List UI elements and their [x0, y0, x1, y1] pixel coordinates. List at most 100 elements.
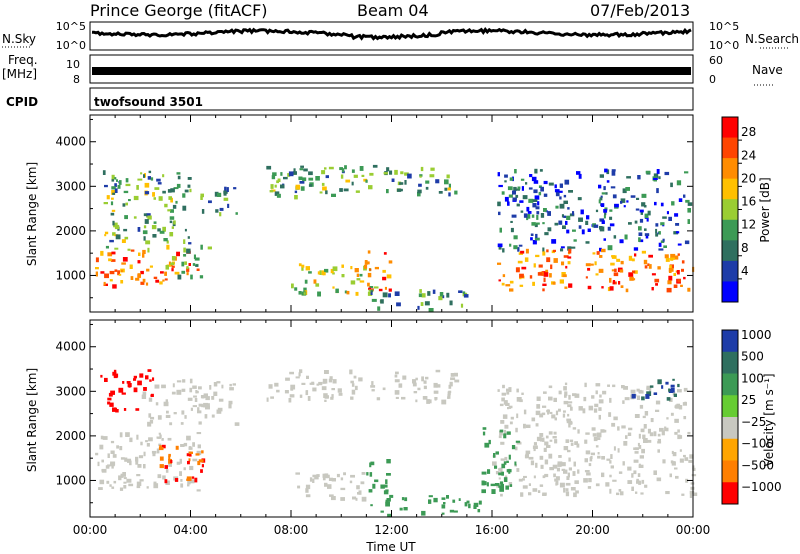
echo-cell [368, 489, 373, 493]
echo-cell [280, 172, 283, 176]
echo-cell [186, 267, 190, 272]
echo-cell [339, 188, 343, 192]
echo-cell [612, 194, 617, 199]
echo-cell [644, 265, 648, 269]
echo-cell [190, 274, 193, 280]
echo-cell [535, 462, 538, 468]
echo-cell [611, 171, 616, 176]
echo-cell [535, 254, 540, 258]
echo-cell [599, 226, 605, 232]
echo-cell [501, 397, 505, 402]
echo-cell [180, 483, 184, 488]
echo-cell [142, 391, 147, 395]
echo-cell [371, 389, 375, 392]
echo-cell [188, 263, 191, 266]
echo-cell [139, 479, 144, 482]
echo-cell [352, 496, 357, 500]
echo-cell [130, 249, 135, 252]
echo-cell [507, 186, 513, 191]
echo-cell [354, 268, 359, 273]
echo-cell [101, 468, 107, 473]
echo-cell [201, 464, 204, 468]
echo-cell [609, 397, 612, 403]
echo-cell [119, 446, 123, 451]
echo-cell [508, 454, 511, 460]
echo-cell [188, 458, 191, 462]
echo-cell [103, 281, 106, 286]
echo-cell [649, 432, 654, 437]
echo-cell [111, 174, 115, 180]
echo-cell [176, 380, 182, 383]
echo-cell [568, 283, 573, 288]
echo-cell [229, 387, 234, 391]
echo-cell [548, 453, 553, 459]
echo-cell [139, 373, 144, 378]
echo-cell [121, 392, 126, 395]
echo-cell [620, 201, 623, 204]
freq-tick-top: 10 [66, 58, 80, 71]
echo-cell [552, 436, 557, 439]
echo-cell [509, 177, 514, 181]
power-colorbar-swatch [722, 281, 738, 303]
echo-cell [532, 488, 538, 492]
echo-cell [522, 195, 528, 200]
echo-cell [288, 171, 294, 177]
echo-cell [668, 216, 672, 221]
echo-cell [641, 193, 647, 198]
echo-cell [560, 248, 564, 252]
echo-cell [290, 384, 296, 390]
echo-cell [161, 438, 164, 441]
echo-cell [452, 499, 456, 503]
echo-cell [607, 246, 612, 249]
echo-cell [468, 503, 471, 509]
echo-cell [521, 392, 524, 395]
echo-cell [563, 200, 568, 204]
echo-cell [519, 399, 523, 403]
echo-cell [610, 465, 614, 469]
echo-cell [543, 193, 548, 197]
echo-cell [295, 376, 300, 379]
echo-cell [574, 441, 578, 445]
echo-cell [632, 270, 636, 274]
echo-cell [585, 432, 590, 435]
echo-cell [151, 225, 157, 230]
echo-cell [305, 494, 311, 498]
echo-cell [588, 478, 592, 483]
echo-cell [270, 184, 274, 189]
echo-cell [423, 380, 427, 384]
echo-cell [559, 190, 563, 193]
echo-cell [168, 453, 171, 457]
echo-cell [166, 240, 169, 244]
echo-cell [344, 165, 347, 170]
echo-cell [543, 447, 547, 452]
power-colorbar-tick-label: 20 [741, 171, 756, 185]
echo-cell [419, 289, 422, 293]
echo-cell [299, 369, 303, 374]
echo-cell [671, 461, 676, 466]
echo-cell [523, 475, 527, 478]
echo-cell [363, 178, 367, 182]
echo-cell [596, 432, 602, 438]
echo-cell [192, 405, 197, 408]
echo-cell [312, 387, 317, 392]
echo-cell [604, 168, 608, 173]
echo-cell [498, 472, 502, 476]
echo-cell [590, 263, 594, 266]
echo-cell [109, 484, 112, 487]
echo-cell [536, 396, 541, 401]
echo-cell [598, 414, 601, 420]
echo-cell [301, 266, 304, 271]
echo-cell [122, 381, 125, 384]
echo-cell [294, 195, 298, 200]
echo-cell [449, 300, 453, 306]
echo-cell [367, 272, 372, 278]
echo-cell [491, 489, 496, 494]
echo-cell [299, 181, 305, 184]
echo-cell [609, 277, 612, 283]
echo-cell [572, 471, 576, 476]
echo-cell [671, 450, 674, 454]
echo-cell [606, 180, 610, 183]
echo-cell [551, 239, 557, 244]
echo-cell [653, 431, 657, 437]
echo-cell [176, 389, 182, 395]
